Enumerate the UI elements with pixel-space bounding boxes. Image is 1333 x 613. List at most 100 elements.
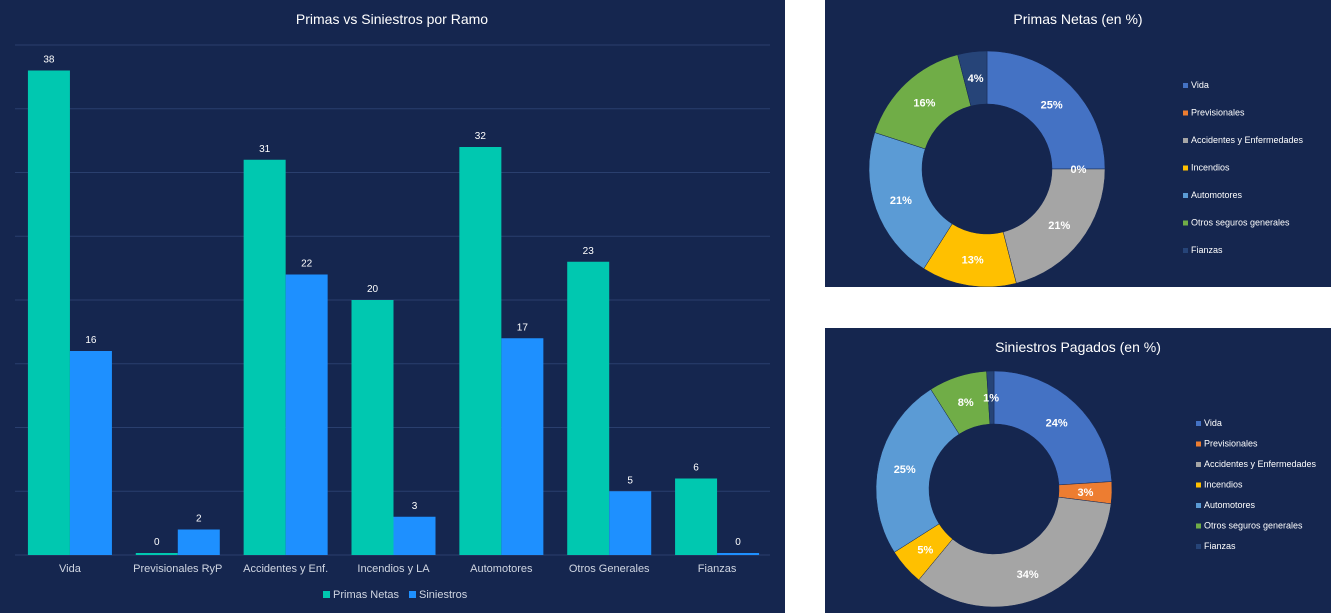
slice-value-label: 34% — [1017, 569, 1039, 581]
legend: Vida Previsionales Accidentes y Enfermedad… — [1196, 418, 1317, 551]
slice-value-label: 16% — [913, 97, 935, 109]
bar-primas-netas-automotores — [459, 147, 502, 555]
legend-swatch — [1183, 165, 1188, 171]
legend-swatch — [409, 591, 416, 598]
slice-labels: 24% 3% 34% 5% 25% 8% 1% — [894, 393, 1094, 582]
x-tick-label: Fianzas — [698, 563, 737, 575]
bar-siniestros-accidentes-y-enf — [285, 274, 328, 555]
legend-label: Otros seguros generales — [1191, 218, 1290, 228]
slice-value-label: 24% — [1046, 417, 1068, 429]
legend-swatch — [1183, 193, 1188, 198]
x-tick-label: Accidentes y Enf. — [243, 563, 328, 575]
slice-value-label: 3% — [1078, 487, 1094, 499]
data-label: 6 — [693, 463, 699, 474]
legend-label: Incendios — [1191, 163, 1230, 173]
data-label: 22 — [301, 259, 313, 270]
bar-primas-netas-incendios-y-la — [351, 300, 394, 555]
legend-swatch — [1183, 220, 1188, 226]
slice-value-label: 5% — [917, 545, 933, 557]
bar-primas-netas-previsionales-ryp — [135, 553, 178, 555]
data-label: 38 — [43, 55, 55, 66]
legend-swatch — [1183, 138, 1188, 143]
primas-donut-panel: Primas Netas (en %) 25% 0% 21% 13% 21% 16% 4% Vi… — [825, 0, 1331, 287]
legend-label: Previsionales — [1204, 439, 1258, 449]
slice-value-label: 13% — [962, 254, 984, 266]
legend-label: Siniestros — [419, 589, 468, 601]
x-tick-label: Otros Generales — [569, 563, 650, 575]
data-label: 0 — [735, 537, 741, 548]
legend-swatch — [1196, 544, 1201, 549]
legend-label: Vida — [1191, 80, 1209, 90]
legend-swatch — [1183, 110, 1188, 116]
legend-label: Automotores — [1204, 500, 1256, 510]
siniestros-donut-chart: Siniestros Pagados (en %) 24% 3% 34% 5% 25% 8%… — [875, 339, 1317, 608]
bar-siniestros-incendios-y-la — [393, 516, 436, 555]
legend-swatch — [1183, 83, 1188, 88]
siniestros-donut-panel: Siniestros Pagados (en %) 24% 3% 34% 5% 25% 8%… — [825, 328, 1331, 613]
bar-siniestros-otros-generales — [609, 491, 652, 555]
chart-title: Primas vs Siniestros por Ramo — [296, 11, 488, 27]
data-label: 32 — [475, 131, 487, 142]
legend-swatch — [1183, 248, 1188, 253]
data-label: 2 — [196, 514, 202, 525]
slice-value-label: 25% — [894, 464, 916, 476]
slice-value-label: 25% — [1041, 99, 1063, 111]
x-tick-label: Vida — [59, 563, 82, 575]
chart-title: Primas Netas (en %) — [1013, 11, 1142, 27]
legend-label: Fianzas — [1191, 245, 1223, 255]
slice-vida — [993, 370, 1113, 486]
legend: Vida Previsionales Accidentes y Enfermedad… — [1183, 80, 1304, 255]
x-tick-label: Incendios y LA — [357, 563, 430, 575]
data-label: 0 — [154, 537, 160, 548]
x-tick-label: Automotores — [470, 563, 533, 575]
slice-accidentes-y-enfermedades — [1002, 168, 1106, 284]
legend-label: Incendios — [1204, 480, 1243, 490]
bar-primas-netas-fianzas — [675, 478, 718, 555]
data-label: 20 — [367, 284, 379, 295]
legend: Primas Netas Siniestros — [323, 589, 468, 601]
slice-labels: 25% 0% 21% 13% 21% 16% 4% — [890, 73, 1087, 266]
bar-primas-netas-vida — [27, 70, 70, 555]
slice-automotores — [875, 389, 960, 553]
slices — [875, 370, 1113, 608]
legend-swatch — [1196, 482, 1201, 488]
slice-fianzas — [986, 370, 995, 425]
primas-donut-chart: Primas Netas (en %) 25% 0% 21% 13% 21% 16% 4% Vi… — [868, 11, 1304, 287]
data-label: 5 — [627, 475, 633, 486]
legend-swatch — [1196, 503, 1201, 508]
slice-value-label: 21% — [1048, 220, 1070, 232]
slice-value-label: 8% — [958, 397, 974, 409]
legend-label: Automotores — [1191, 190, 1243, 200]
data-label: 17 — [517, 322, 529, 333]
chart-title: Siniestros Pagados (en %) — [995, 339, 1161, 355]
slice-value-label: 21% — [890, 195, 912, 207]
slice-automotores — [868, 132, 953, 269]
data-label: 3 — [412, 501, 418, 512]
bar-chart-panel: Primas vs Siniestros por Ramo 38 16 Vida 0 2 P… — [0, 0, 785, 613]
legend-label: Previsionales — [1191, 108, 1245, 118]
data-label: 16 — [85, 335, 97, 346]
data-label: 31 — [259, 144, 271, 155]
legend-label: Accidentes y Enfermedades — [1204, 459, 1317, 469]
slice-fianzas — [957, 50, 988, 107]
legend-swatch — [1196, 523, 1201, 529]
bar-primas-netas-otros-generales — [567, 261, 610, 555]
legend-label: Fianzas — [1204, 541, 1236, 551]
slice-vida — [986, 50, 1106, 170]
bars: 38 16 Vida 0 2 Previsionales RyP 31 22 Accidente… — [27, 55, 760, 575]
legend-swatch — [1196, 462, 1201, 467]
legend-label: Vida — [1204, 418, 1222, 428]
slice-accidentes-y-enfermedades — [918, 496, 1112, 608]
slice-value-label: 1% — [983, 393, 999, 405]
bar-primas-netas-accidentes-y-enf — [243, 159, 286, 555]
bar-siniestros-vida — [69, 351, 112, 555]
legend-swatch — [1196, 441, 1201, 447]
slices — [868, 50, 1106, 287]
legend-label: Accidentes y Enfermedades — [1191, 135, 1304, 145]
x-tick-label: Previsionales RyP — [133, 563, 222, 575]
legend-swatch — [1196, 421, 1201, 426]
bar-siniestros-fianzas — [717, 553, 760, 555]
bar-siniestros-automotores — [501, 338, 544, 555]
slice-value-label: 0% — [1071, 164, 1087, 176]
legend-label: Primas Netas — [333, 589, 400, 601]
